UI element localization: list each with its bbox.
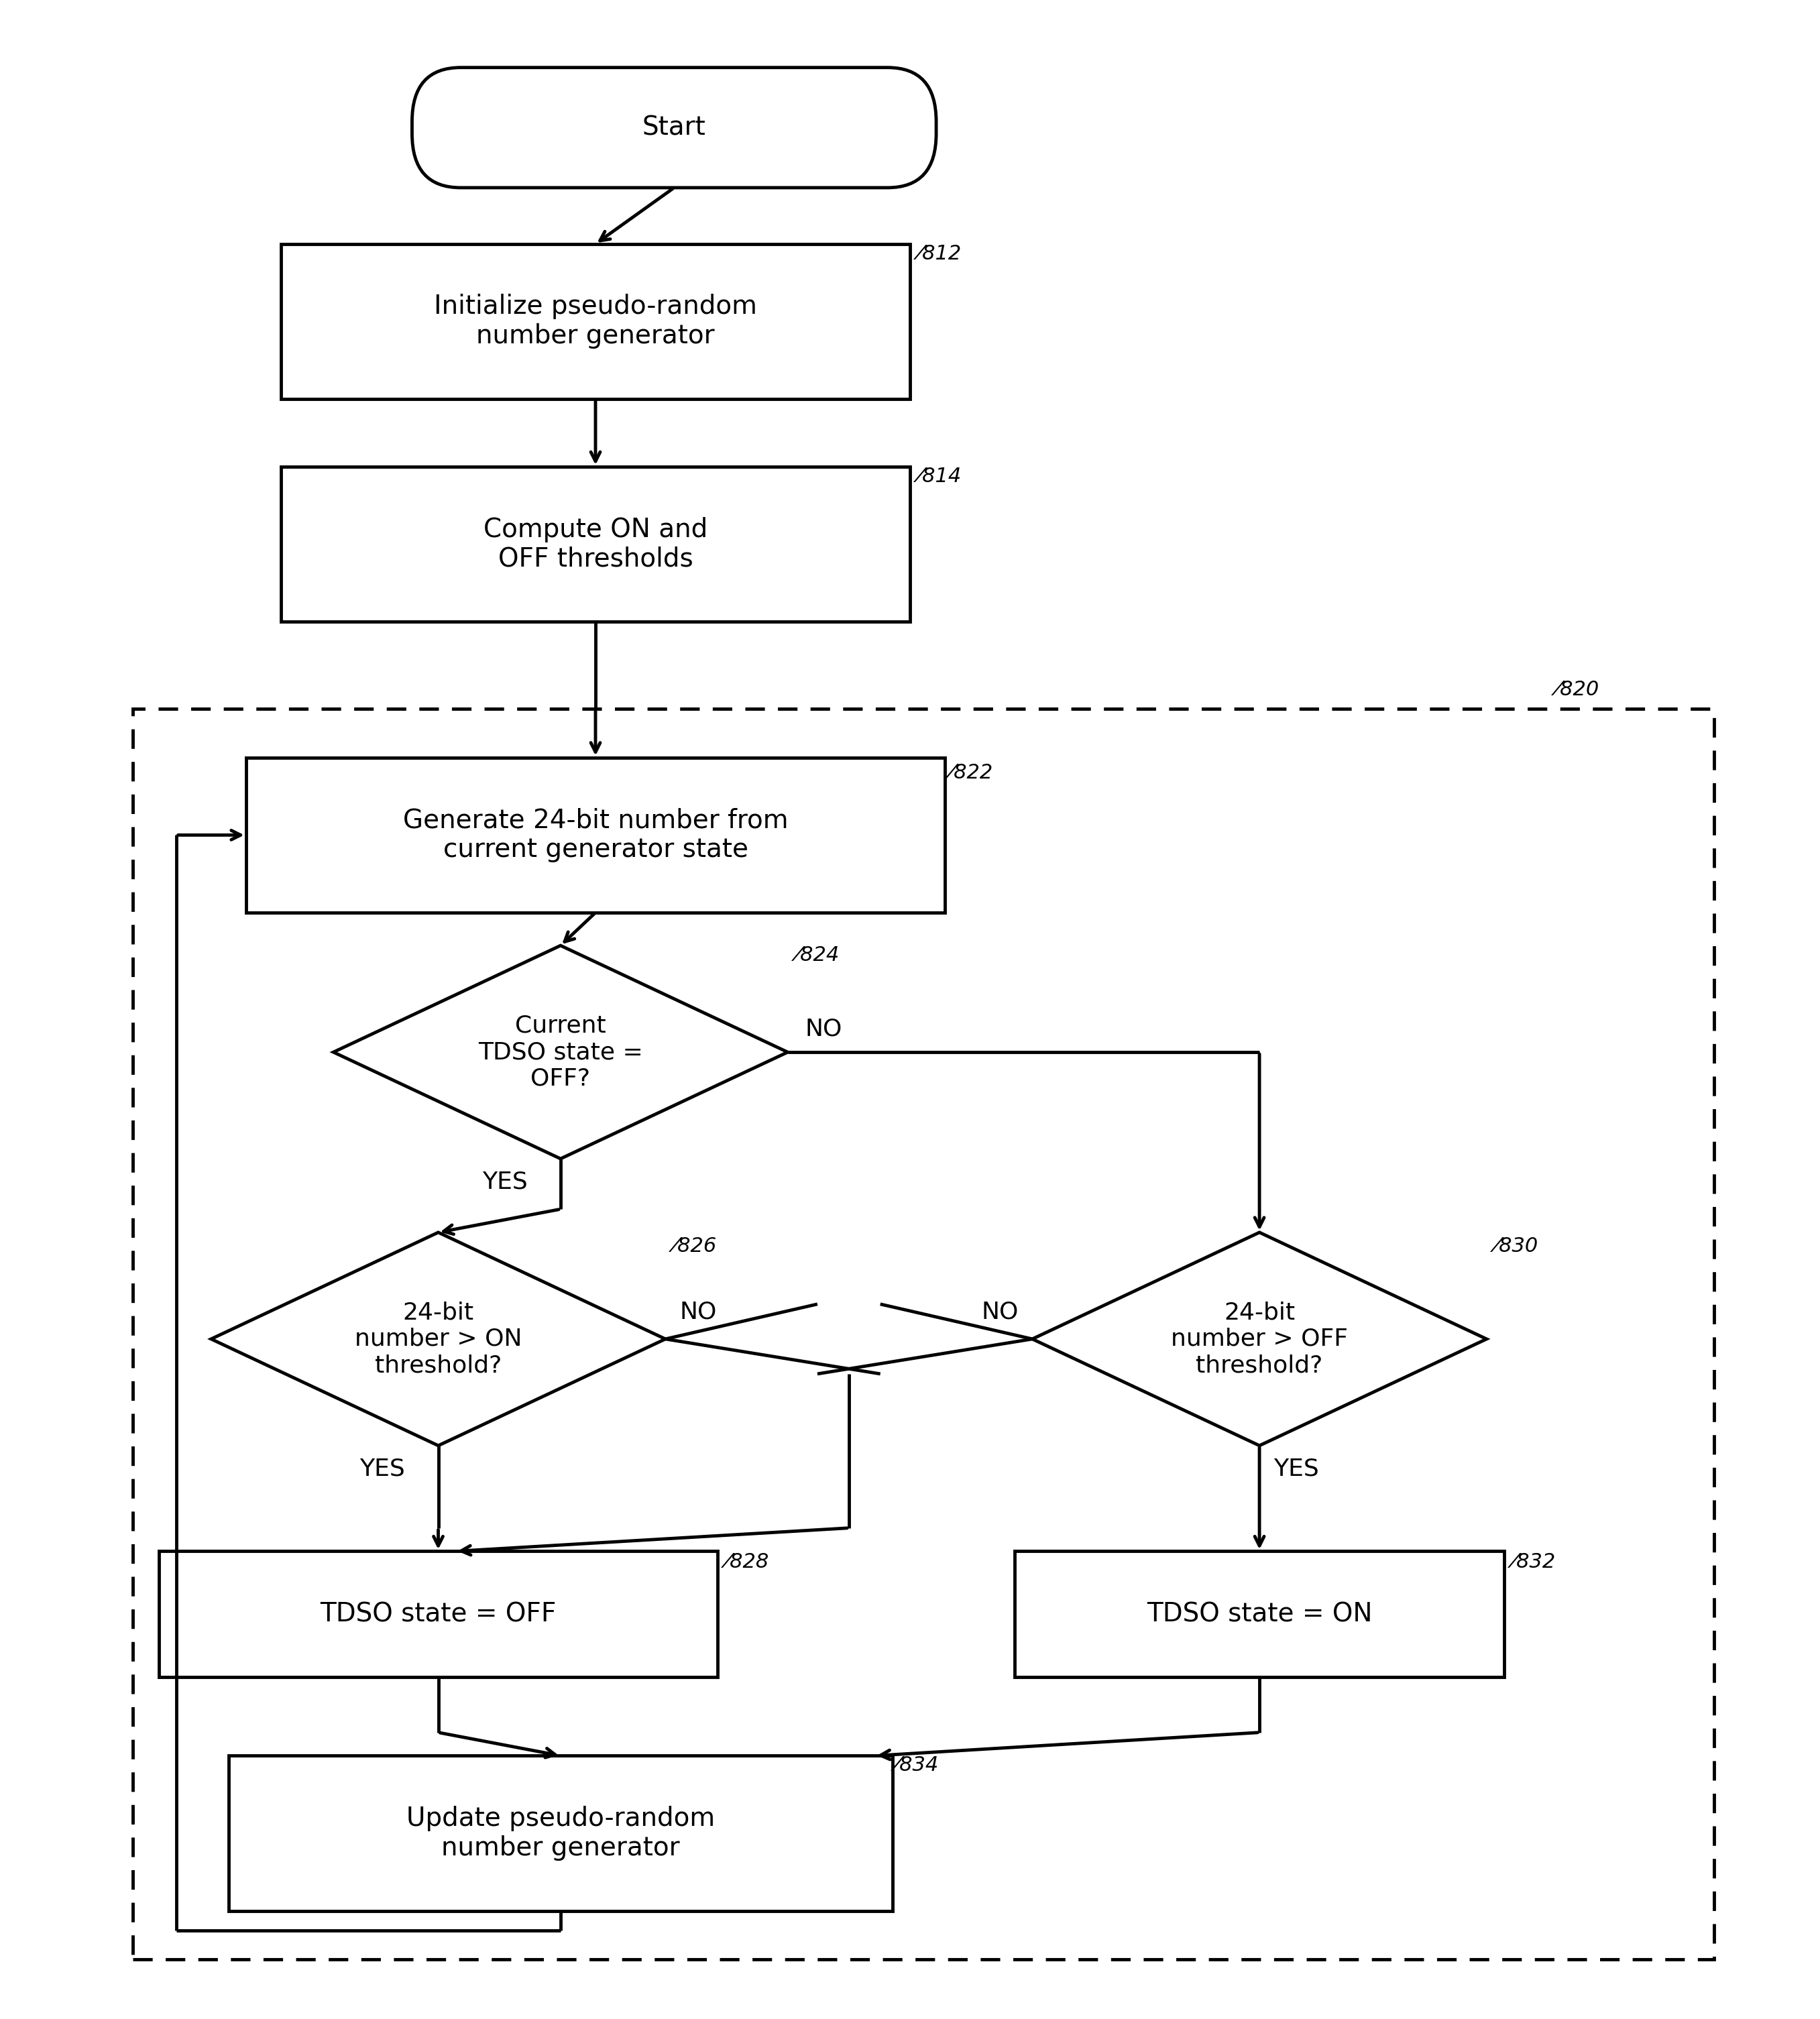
Bar xyxy=(158,1551,717,1678)
Text: TDSO state = OFF: TDSO state = OFF xyxy=(320,1601,557,1627)
FancyBboxPatch shape xyxy=(411,67,935,188)
Bar xyxy=(133,709,1714,1958)
Text: ⁄828: ⁄828 xyxy=(726,1553,770,1571)
Text: NO: NO xyxy=(679,1300,717,1322)
Bar xyxy=(246,757,945,913)
Text: ⁄830: ⁄830 xyxy=(1496,1236,1538,1256)
Bar xyxy=(1016,1551,1503,1678)
Text: ⁄814: ⁄814 xyxy=(919,466,961,487)
Polygon shape xyxy=(211,1232,666,1446)
Text: YES: YES xyxy=(482,1171,528,1193)
Text: ⁄824: ⁄824 xyxy=(797,945,839,965)
Text: ⁄834: ⁄834 xyxy=(895,1757,939,1775)
Text: 24-bit
number > OFF
threshold?: 24-bit number > OFF threshold? xyxy=(1170,1300,1349,1377)
Text: ⁄832: ⁄832 xyxy=(1512,1553,1556,1571)
Text: Generate 24-bit number from
current generator state: Generate 24-bit number from current gene… xyxy=(402,808,788,862)
Bar xyxy=(229,1757,892,1910)
Bar xyxy=(280,244,910,400)
Polygon shape xyxy=(333,945,788,1159)
Text: ⁄822: ⁄822 xyxy=(950,763,992,783)
Text: Update pseudo-random
number generator: Update pseudo-random number generator xyxy=(406,1805,715,1862)
Text: TDSO state = ON: TDSO state = ON xyxy=(1147,1601,1372,1627)
Polygon shape xyxy=(1032,1232,1487,1446)
Text: ⁄812: ⁄812 xyxy=(919,244,961,262)
Text: YES: YES xyxy=(1274,1458,1320,1480)
Text: 24-bit
number > ON
threshold?: 24-bit number > ON threshold? xyxy=(355,1300,522,1377)
Text: Current
TDSO state =
OFF?: Current TDSO state = OFF? xyxy=(479,1014,642,1090)
Bar xyxy=(280,466,910,622)
Text: ⁄826: ⁄826 xyxy=(673,1236,717,1256)
Text: ⁄820: ⁄820 xyxy=(1556,680,1600,699)
Text: NO: NO xyxy=(981,1300,1019,1322)
Text: YES: YES xyxy=(360,1458,406,1480)
Text: Compute ON and
OFF thresholds: Compute ON and OFF thresholds xyxy=(484,517,708,571)
Text: Initialize pseudo-random
number generator: Initialize pseudo-random number generato… xyxy=(433,295,757,349)
Text: Start: Start xyxy=(642,115,706,141)
Text: NO: NO xyxy=(804,1018,843,1040)
